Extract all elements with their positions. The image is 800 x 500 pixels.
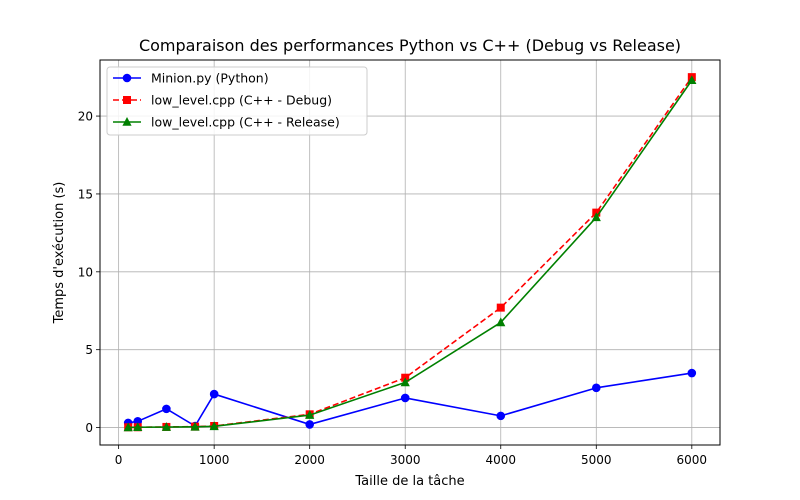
x-tick-label: 6000	[677, 453, 708, 467]
data-point	[400, 377, 410, 387]
data-point	[209, 389, 219, 399]
x-axis-label: Taille de la tâche	[354, 474, 464, 489]
x-tick-label: 2000	[294, 453, 325, 467]
data-point	[591, 383, 601, 393]
legend-marker	[123, 96, 131, 104]
data-point	[496, 303, 505, 312]
y-axis-label: Temps d'exécution (s)	[52, 182, 67, 325]
legend-label: low_level.cpp (C++ - Release)	[151, 115, 340, 130]
data-point	[496, 317, 506, 327]
legend: Minion.py (Python) low_level.cpp (C++ - D…	[106, 66, 368, 136]
data-point	[123, 422, 133, 432]
legend-label: Minion.py (Python)	[151, 71, 269, 86]
data-point	[687, 368, 697, 378]
legend-entry: low_level.cpp (C++ - Release)	[113, 115, 340, 130]
legend-box	[106, 66, 368, 136]
data-point	[400, 393, 410, 403]
series-line	[128, 372, 692, 427]
data-point	[161, 422, 171, 431]
series-layer	[123, 73, 697, 432]
legend-marker	[122, 73, 132, 83]
x-tick-label: 3000	[390, 453, 421, 467]
x-tick-label: 5000	[581, 453, 612, 467]
data-point	[190, 421, 200, 431]
data-point	[687, 75, 697, 85]
data-point	[496, 411, 506, 421]
legend-entry: Minion.py (Python)	[113, 71, 269, 86]
data-point	[133, 422, 143, 432]
legend-entry: low_level.cpp (C++ - Debug)	[113, 93, 332, 108]
y-tick-label: 20	[78, 110, 93, 124]
series-line	[128, 79, 693, 429]
y-tick-label: 10	[78, 265, 93, 279]
data-point	[305, 420, 314, 429]
plot-frame	[99, 59, 721, 446]
data-point	[305, 410, 315, 419]
chart-title: Comparaison des performances Python vs C…	[139, 36, 681, 55]
data-point	[162, 404, 171, 414]
y-tick-label: 5	[85, 343, 93, 357]
data-point	[591, 212, 601, 222]
axis-ticks: 0 1000 2000 3000 4000 5000 6000 0 5 10 15 20	[78, 110, 707, 467]
y-tick-label: 0	[85, 421, 93, 435]
x-tick-label: 1000	[199, 453, 230, 467]
series-3	[123, 75, 697, 432]
data-point	[209, 421, 219, 431]
legend-label: low_level.cpp (C++ - Debug)	[151, 93, 332, 108]
x-tick-label: 0	[115, 453, 123, 467]
y-tick-label: 15	[78, 187, 93, 201]
legend-marker	[122, 117, 132, 126]
x-tick-label: 4000	[485, 453, 516, 467]
